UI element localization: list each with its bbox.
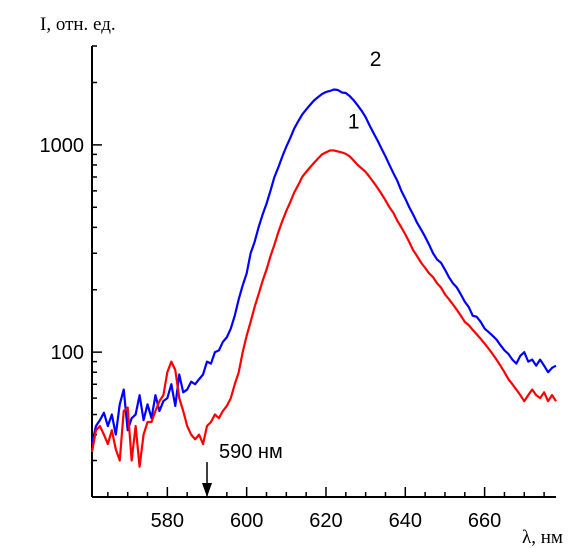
series-line-1: [92, 150, 556, 466]
y-tick-label: 1000: [40, 135, 85, 157]
x-tick-label: 620: [309, 510, 342, 532]
annotation-arrow-head: [202, 483, 212, 497]
annotation-label: 590 нм: [219, 441, 283, 463]
y-axis-title: I, отн. ед.: [40, 14, 116, 35]
y-axis-title-text: I, отн. ед.: [40, 14, 116, 35]
series-label-2: 2: [370, 48, 382, 71]
x-tick-label: 660: [468, 510, 501, 532]
x-tick-label: 640: [389, 510, 422, 532]
plot-layer: 580 600 620 640 660 100 1000 2 1 590 нм: [40, 46, 557, 532]
x-axis-title: λ, нм: [522, 527, 563, 548]
series-line-2: [92, 90, 556, 445]
series-label-1: 1: [348, 110, 360, 133]
x-tick-label: 600: [230, 510, 263, 532]
y-tick-label: 100: [51, 342, 84, 364]
x-tick-label: 580: [151, 510, 184, 532]
